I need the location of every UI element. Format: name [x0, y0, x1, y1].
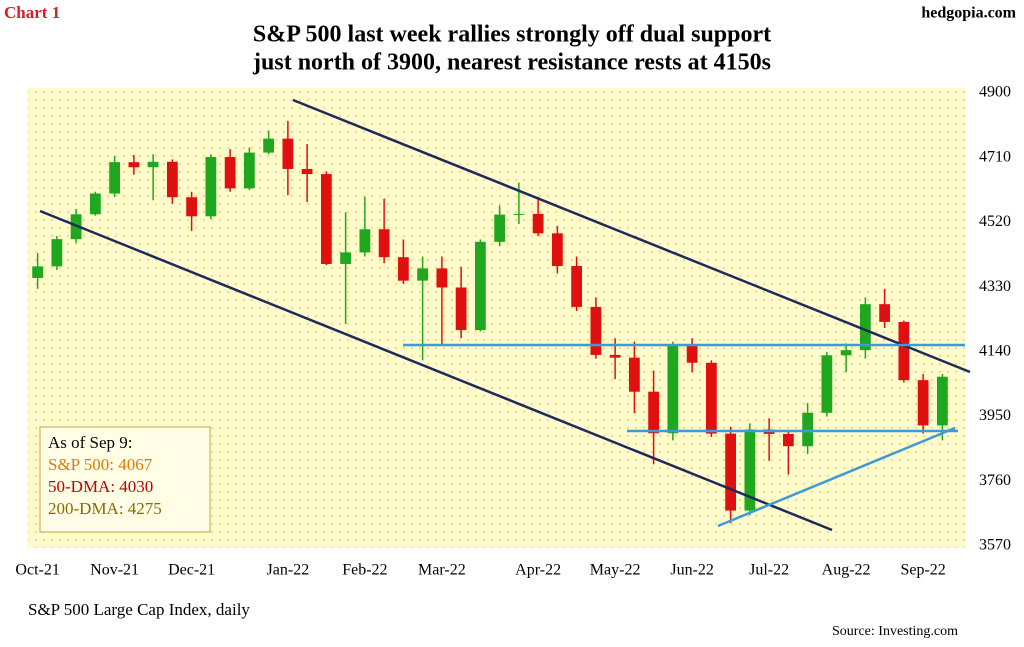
candle-body: [109, 162, 121, 194]
x-tick-label: Sep-22: [900, 562, 945, 579]
y-tick-label: 4140: [979, 343, 1011, 360]
candle-body: [917, 380, 929, 426]
trendline: [717, 426, 956, 528]
candle-body: [551, 233, 563, 267]
candle-body: [32, 266, 44, 278]
candle-body: [166, 161, 178, 198]
candle-body: [802, 412, 814, 447]
x-tick-label: Jan-22: [267, 562, 310, 579]
candle-body: [282, 138, 294, 169]
y-tick-label: 4900: [979, 84, 1011, 101]
x-tick-label: Jun-22: [670, 562, 714, 579]
candle-body: [474, 241, 486, 331]
x-tick-label: Apr-22: [515, 562, 561, 579]
y-tick-label: 3570: [979, 537, 1011, 554]
candle-body: [859, 304, 871, 351]
candle-body: [205, 157, 217, 217]
candle-body: [340, 252, 352, 264]
candle-body: [821, 355, 833, 413]
x-tick-label: May-22: [590, 562, 641, 579]
trendlines: [39, 98, 971, 532]
candle-body: [648, 391, 660, 434]
x-axis-label: S&P 500 Large Cap Index, daily: [28, 600, 250, 619]
legend-heading: As of Sep 9:: [48, 433, 133, 452]
candle-body: [51, 239, 63, 267]
candle-body: [609, 354, 621, 358]
candle-body: [628, 357, 640, 392]
y-tick-label: 4330: [979, 278, 1011, 295]
y-tick-label: 4710: [979, 148, 1011, 165]
candle-body: [89, 193, 101, 215]
chart-tag: Chart 1: [4, 3, 60, 22]
legend-line: 50-DMA: 4030: [48, 477, 153, 496]
candle-body: [301, 168, 313, 175]
candle-body: [898, 321, 910, 381]
candle-body: [397, 257, 409, 281]
candle-body: [147, 161, 159, 168]
candle-body: [378, 229, 390, 258]
candle-body: [725, 433, 737, 511]
candle-body: [263, 138, 275, 153]
x-tick-label: Nov-21: [90, 562, 139, 579]
trendline: [39, 209, 833, 532]
candle-body: [243, 152, 255, 189]
y-tick-label: 3760: [979, 472, 1011, 489]
y-tick-label: 4520: [979, 213, 1011, 230]
candle-body: [128, 162, 140, 168]
candle-body: [744, 429, 756, 511]
candle-body: [320, 174, 332, 264]
candle-body: [936, 376, 948, 426]
candle-body: [494, 214, 506, 242]
candle-body: [879, 304, 891, 322]
candle-body: [782, 433, 794, 447]
x-tick-label: Dec-21: [168, 562, 215, 579]
x-tick-label: Jul-22: [749, 562, 789, 579]
x-tick-label: Oct-21: [15, 562, 59, 579]
candle-body: [705, 362, 717, 434]
candle-body: [686, 345, 698, 363]
candle-body: [455, 287, 467, 331]
candle-body: [571, 266, 583, 307]
source: Source: Investing.com: [832, 624, 958, 639]
candle-body: [667, 345, 679, 434]
candle-body: [590, 306, 602, 355]
candle-body: [532, 213, 544, 234]
x-tick-label: Aug-22: [822, 562, 871, 579]
chart-subtitle: just north of 3900, nearest resistance r…: [252, 50, 771, 76]
candle-body: [513, 213, 525, 215]
candle-body: [436, 268, 448, 288]
chart-title: S&P 500 last week rallies strongly off d…: [253, 22, 771, 48]
x-tick-label: Feb-22: [342, 562, 387, 579]
legend-line: S&P 500: 4067: [48, 455, 153, 474]
y-tick-label: 3950: [979, 407, 1011, 424]
candle-body: [224, 157, 236, 189]
legend-box: [39, 426, 211, 533]
site: hedgopia.com: [921, 5, 1016, 22]
candle-body: [186, 197, 198, 217]
trendline: [292, 98, 971, 374]
candle-body: [359, 229, 371, 253]
candle-body: [417, 268, 429, 281]
candle-body: [840, 350, 852, 356]
legend-line: 200-DMA: 4275: [48, 499, 162, 518]
x-tick-label: Mar-22: [418, 562, 466, 579]
